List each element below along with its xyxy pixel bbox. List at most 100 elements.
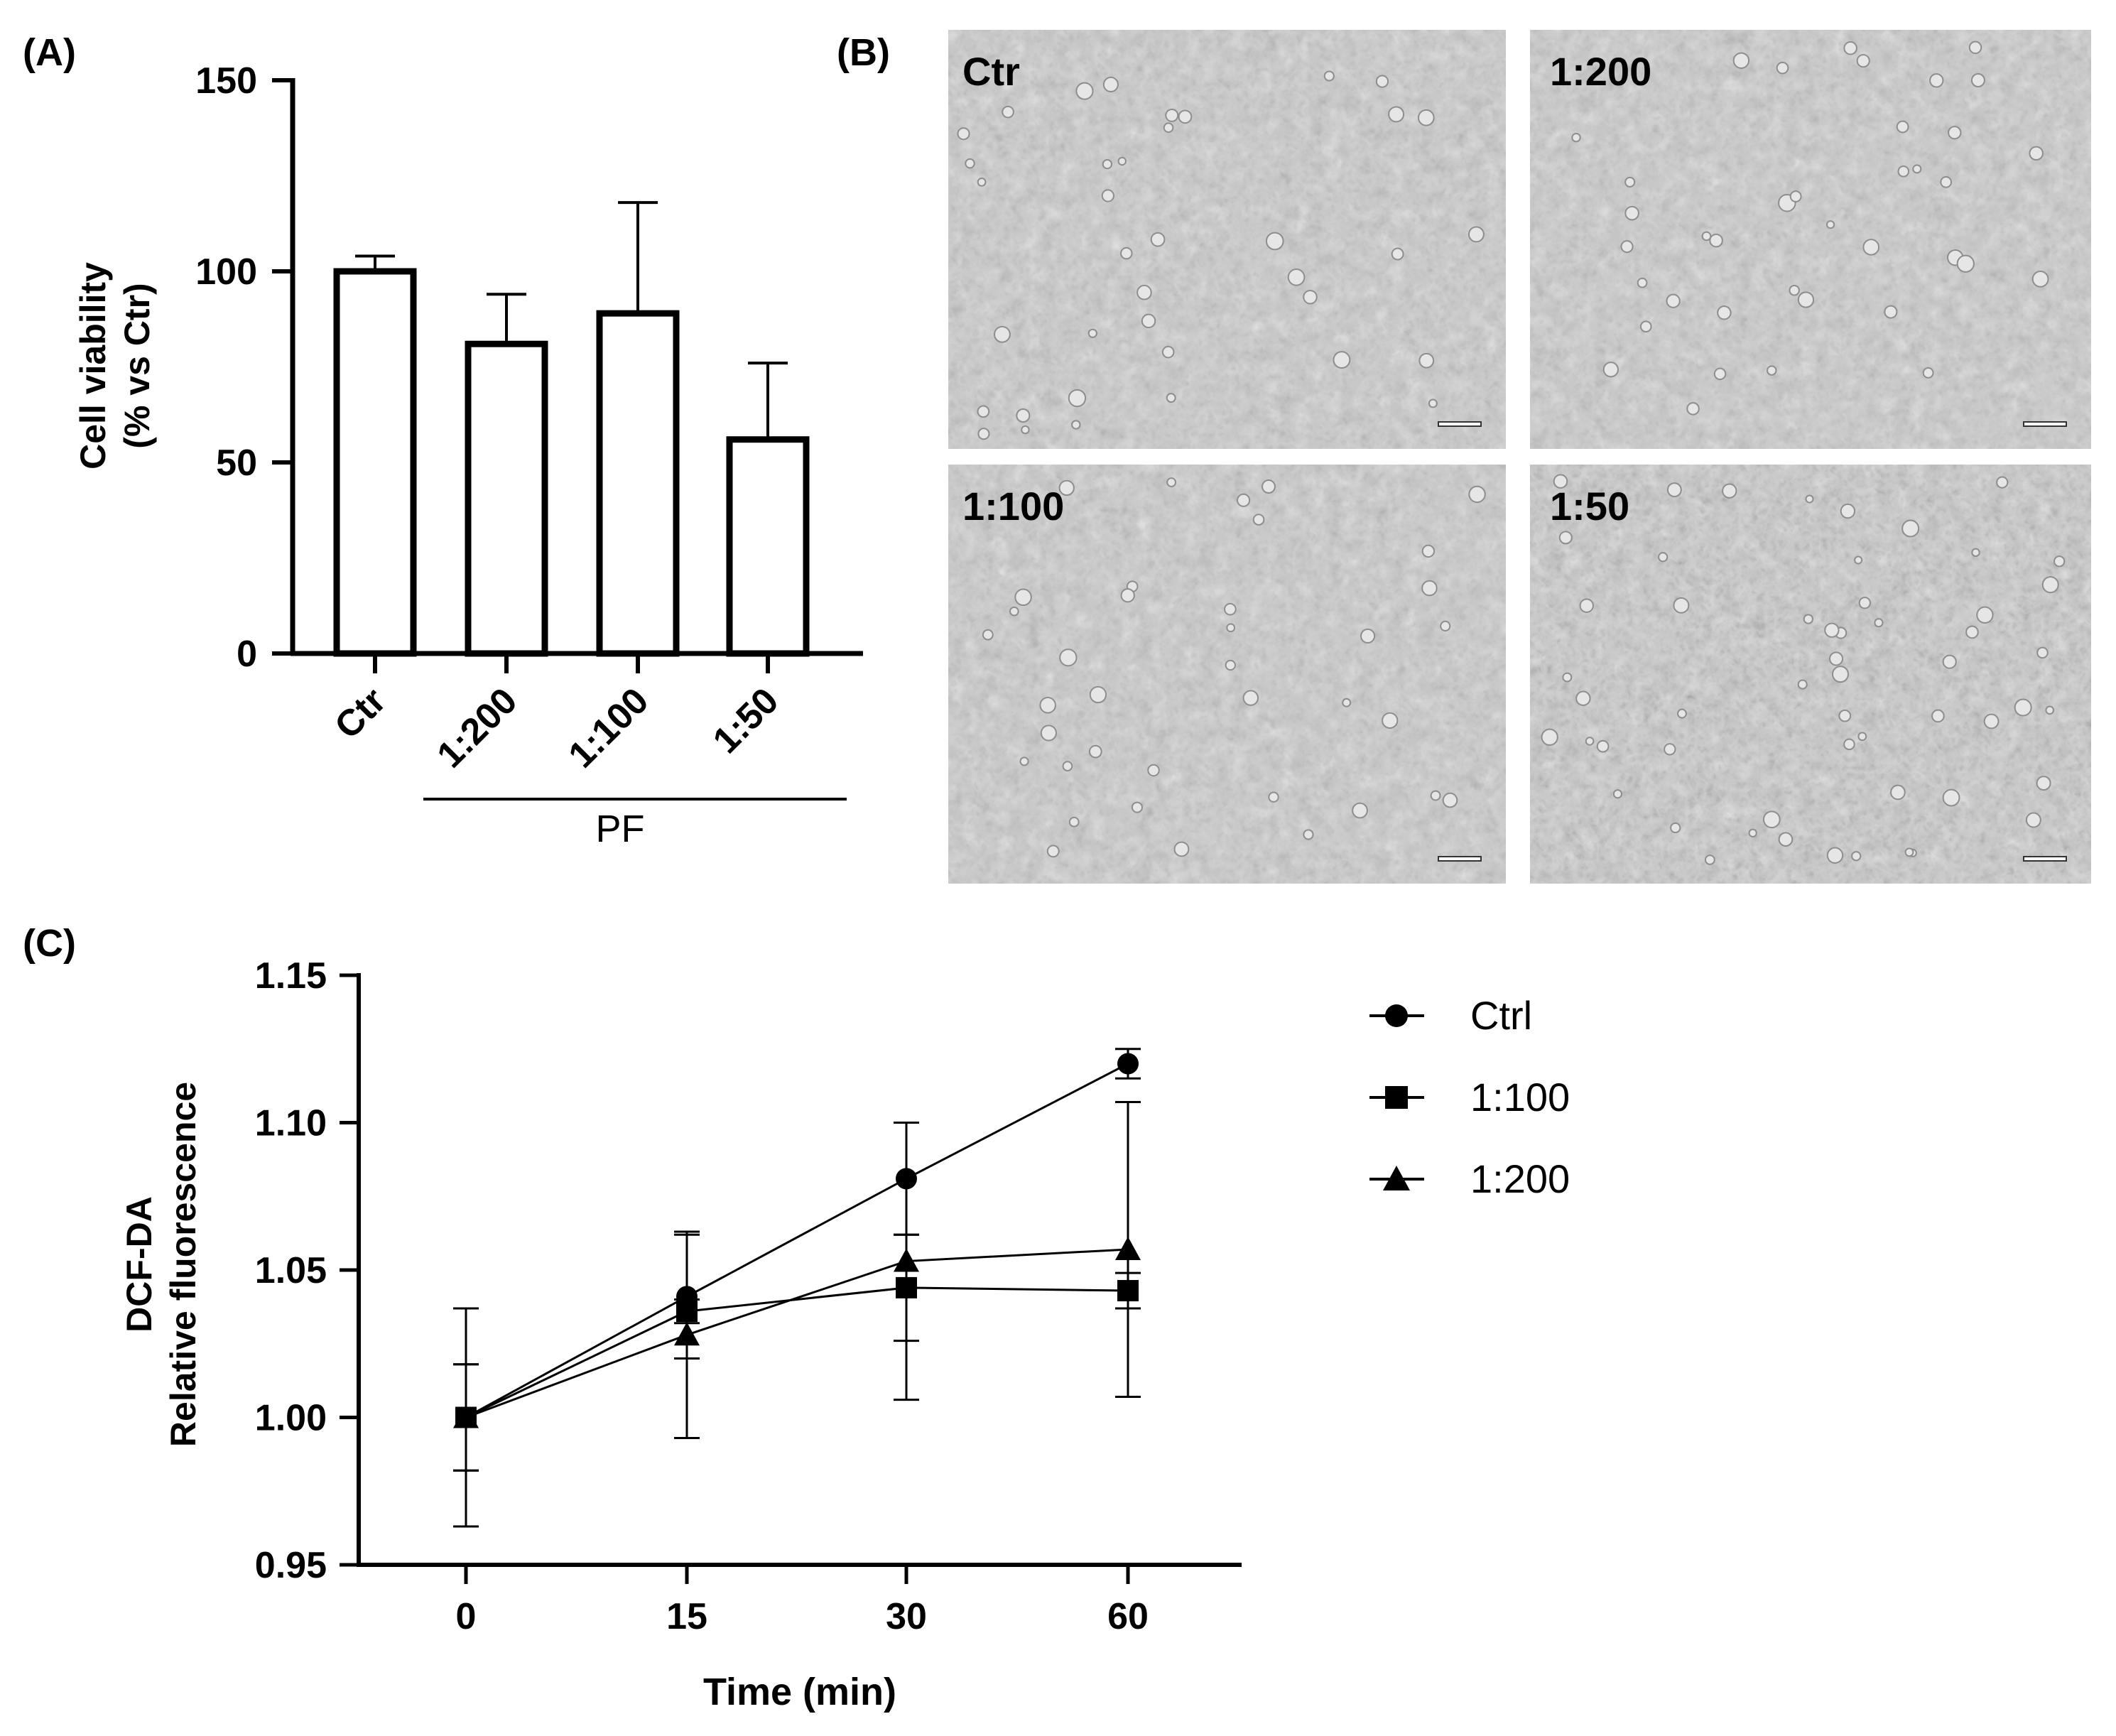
cell-blob bbox=[1360, 628, 1376, 644]
cell-blob bbox=[1265, 232, 1284, 251]
series-Ctrl bbox=[453, 1048, 1141, 1472]
cell-blob bbox=[1862, 239, 1880, 256]
cell-blob bbox=[1089, 685, 1107, 704]
cell-blob bbox=[1797, 291, 1815, 308]
x-tick-label-a: 1:100 bbox=[560, 680, 656, 776]
cell-blob bbox=[1825, 220, 1835, 229]
cell-blob bbox=[1019, 756, 1029, 766]
legend-label: 1:100 bbox=[1470, 1075, 1570, 1119]
bar bbox=[333, 268, 417, 657]
cell-blob bbox=[1014, 588, 1032, 607]
cell-blob bbox=[1252, 514, 1265, 526]
cell-blob bbox=[1676, 708, 1687, 719]
cell-blob bbox=[1722, 483, 1737, 499]
cell-blob bbox=[1585, 737, 1595, 746]
x-tick-label-a: Ctr bbox=[327, 680, 394, 747]
cell-blob bbox=[1686, 402, 1700, 416]
line-chart-dcf: 0.95 1.00 1.05 1.10 1.15 0 15 30 60 DCF-DA Rela… bbox=[119, 955, 1570, 1713]
cell-blob bbox=[1430, 790, 1441, 801]
cell-blob bbox=[1016, 408, 1031, 423]
series-line bbox=[465, 1063, 1129, 1418]
cell-blob bbox=[1897, 166, 1910, 178]
cell-blob bbox=[1131, 801, 1143, 813]
cell-blob bbox=[1242, 690, 1259, 706]
marker-circle bbox=[1117, 1053, 1139, 1075]
marker-triangle bbox=[894, 1248, 919, 1272]
x-tick-label-c: 30 bbox=[886, 1596, 927, 1637]
cell-blob bbox=[977, 177, 987, 187]
series-1:100 bbox=[453, 1233, 1141, 1472]
cell-blob bbox=[1039, 697, 1056, 714]
cell-blob bbox=[1421, 544, 1436, 558]
cell-blob bbox=[1268, 791, 1279, 803]
cell-blob bbox=[1541, 728, 1558, 746]
cell-blob bbox=[1639, 320, 1652, 333]
cell-blob bbox=[965, 158, 975, 169]
y-tick-label-c: 1.15 bbox=[255, 955, 327, 997]
cell-blob bbox=[1558, 531, 1573, 545]
cell-blob bbox=[1117, 156, 1127, 166]
cell-blob bbox=[2036, 776, 2051, 791]
cell-blob bbox=[1323, 70, 1335, 82]
cell-blob bbox=[1440, 620, 1451, 631]
cell-blob bbox=[1352, 802, 1368, 819]
cell-blob bbox=[977, 428, 990, 440]
cell-blob bbox=[1666, 293, 1681, 308]
cell-blob bbox=[1789, 285, 1800, 296]
cell-blob bbox=[1102, 76, 1119, 93]
cell-blob bbox=[1571, 132, 1581, 143]
cell-blob bbox=[1767, 365, 1777, 376]
micrograph-label: 1:200 bbox=[1550, 49, 1651, 94]
micrograph-cells bbox=[1530, 465, 2091, 884]
cell-blob bbox=[1965, 625, 1979, 639]
scale-bar bbox=[1438, 856, 1482, 862]
micrograph: Ctr bbox=[948, 30, 1506, 449]
cell-blob bbox=[1166, 477, 1177, 487]
cell-blob bbox=[1562, 672, 1573, 683]
cell-blob bbox=[1901, 519, 1920, 538]
cell-blob bbox=[1896, 120, 1909, 134]
cell-blob bbox=[1890, 784, 1906, 801]
panel-label-b: (B) bbox=[837, 31, 890, 74]
scale-bar bbox=[1438, 421, 1482, 427]
cell-blob bbox=[1843, 41, 1857, 55]
cell-blob bbox=[1173, 841, 1190, 857]
cell-blob bbox=[1620, 240, 1634, 254]
cell-blob bbox=[1803, 614, 1813, 624]
bar bbox=[596, 310, 680, 657]
cell-blob bbox=[1828, 651, 1844, 666]
cell-blob bbox=[1971, 548, 1980, 558]
y-axis-label-a-line2: (% vs Ctr) bbox=[117, 283, 157, 448]
cell-blob bbox=[1120, 588, 1135, 603]
y-tick-label-c: 1.00 bbox=[255, 1398, 327, 1439]
x-tick-label-a: 1:200 bbox=[429, 680, 525, 776]
cell-blob bbox=[1150, 232, 1166, 247]
x-tick-label-c: 60 bbox=[1107, 1596, 1149, 1637]
cell-blob bbox=[1575, 690, 1591, 706]
cell-blob bbox=[1178, 109, 1193, 124]
cell-blob bbox=[1071, 420, 1081, 430]
cell-blob bbox=[1021, 425, 1030, 435]
cell-blob bbox=[1342, 698, 1352, 707]
legend-label: Ctrl bbox=[1470, 993, 1532, 1038]
x-axis-label-c: Time (min) bbox=[703, 1671, 896, 1713]
legend-label: 1:200 bbox=[1470, 1156, 1570, 1201]
cell-blob bbox=[1673, 597, 1690, 614]
cell-blob bbox=[1732, 52, 1750, 69]
cell-blob bbox=[1948, 126, 1962, 140]
cell-blob bbox=[1468, 485, 1486, 504]
cell-blob bbox=[1009, 606, 1019, 617]
cell-blob bbox=[1303, 829, 1314, 840]
y-tick-label-c: 1.10 bbox=[255, 1103, 327, 1144]
cell-blob bbox=[1856, 54, 1870, 68]
cell-blob bbox=[1417, 109, 1435, 126]
cell-blob bbox=[1287, 268, 1306, 286]
micrograph-label: 1:100 bbox=[962, 484, 1064, 528]
y-axis-label-c-line2: Relative fluorescence bbox=[163, 1082, 203, 1447]
cell-blob bbox=[1857, 732, 1867, 742]
cell-blob bbox=[1996, 476, 2009, 489]
cell-blob bbox=[1942, 654, 1957, 669]
cell-blob bbox=[1942, 788, 1960, 807]
cell-blob bbox=[1789, 190, 1802, 203]
